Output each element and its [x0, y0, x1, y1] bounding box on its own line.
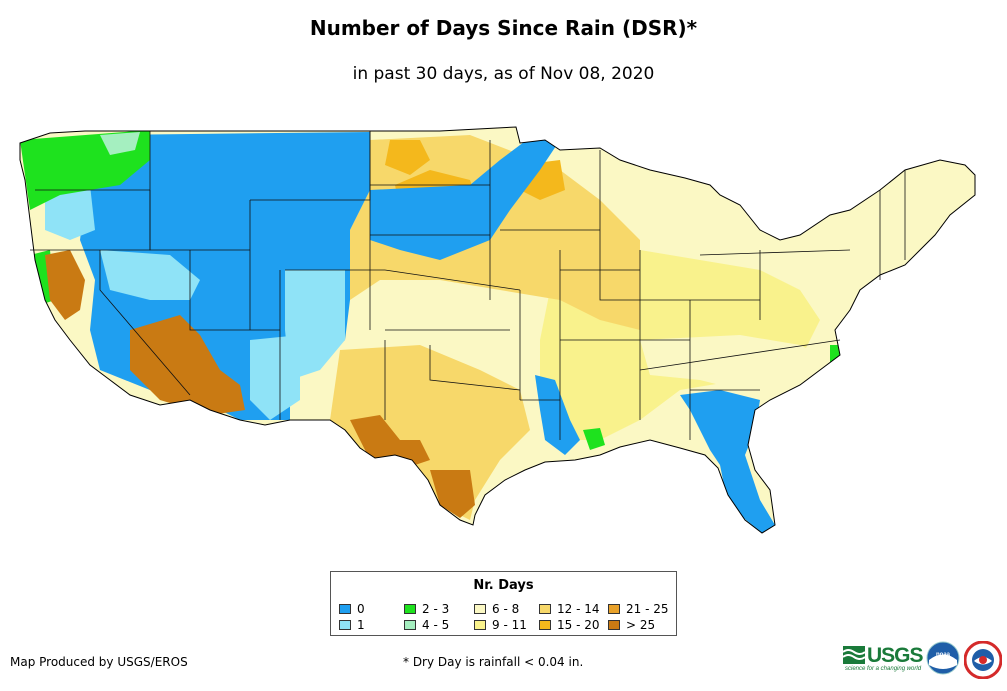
legend-swatch: [539, 604, 551, 614]
map-legend: Nr. Days 0 1 2 - 3 4 - 5 6 - 8 9 - 11 12…: [330, 571, 677, 636]
region-az-gt25: [130, 315, 245, 415]
region-col-1: [250, 335, 300, 420]
region-la-0: [535, 375, 580, 455]
legend-label: 2 - 3: [422, 602, 450, 616]
us-dsr-map: [19, 126, 976, 534]
legend-label: 9 - 11: [492, 618, 527, 632]
legend-label: 21 - 25: [626, 602, 669, 616]
state-boundaries: [30, 131, 906, 440]
legend-swatch: [404, 604, 416, 614]
legend-label: > 25: [626, 618, 656, 632]
usgs-text: USGS: [867, 644, 924, 667]
region-southeast-6-8: [640, 335, 830, 395]
legend-label: 0: [357, 602, 365, 616]
legend-title: Nr. Days: [473, 578, 534, 593]
region-texas-12-14: [330, 345, 530, 520]
noaa-text: noaa: [936, 652, 951, 658]
usgs-logo: USGS science for a changing world: [842, 644, 924, 672]
region-mt-15-20: [385, 140, 430, 175]
usgs-wave-icon: [842, 646, 866, 664]
region-ca-gt25: [45, 250, 85, 320]
legend-label: 12 - 14: [557, 602, 600, 616]
legend-label: 6 - 8: [492, 602, 520, 616]
legend-swatch: [339, 620, 351, 630]
nws-logo-icon: [964, 641, 1002, 679]
legend-swatch: [474, 620, 486, 630]
legend-swatch: [539, 620, 551, 630]
legend-swatch: [339, 604, 351, 614]
legend-swatch: [474, 604, 486, 614]
legend-label: 1: [357, 618, 365, 632]
legend-swatch: [608, 604, 620, 614]
legend-label: 4 - 5: [422, 618, 450, 632]
dsr-regions: [20, 130, 842, 533]
region-la-2-3: [583, 428, 605, 450]
map-title: Number of Days Since Rain (DSR)*: [309, 16, 698, 40]
map-credit: Map Produced by USGS/EROS: [10, 655, 188, 669]
region-sd-mn-0: [370, 130, 560, 260]
region-pnw-4-5: [100, 132, 140, 155]
legend-label: 15 - 20: [557, 618, 600, 632]
region-southeast-0: [680, 390, 775, 533]
legend-swatch: [404, 620, 416, 630]
map-footnote: * Dry Day is rainfall < 0.04 in.: [403, 655, 584, 669]
usgs-tagline: science for a changing world: [845, 666, 922, 672]
legend-swatch: [608, 620, 620, 630]
region-stx-gt25: [430, 470, 475, 518]
region-nevada-1: [100, 250, 200, 300]
noaa-logo-icon: noaa: [926, 641, 960, 675]
map-subtitle: in past 30 days, as of Nov 08, 2020: [352, 64, 655, 84]
region-oregon-1: [45, 185, 95, 240]
